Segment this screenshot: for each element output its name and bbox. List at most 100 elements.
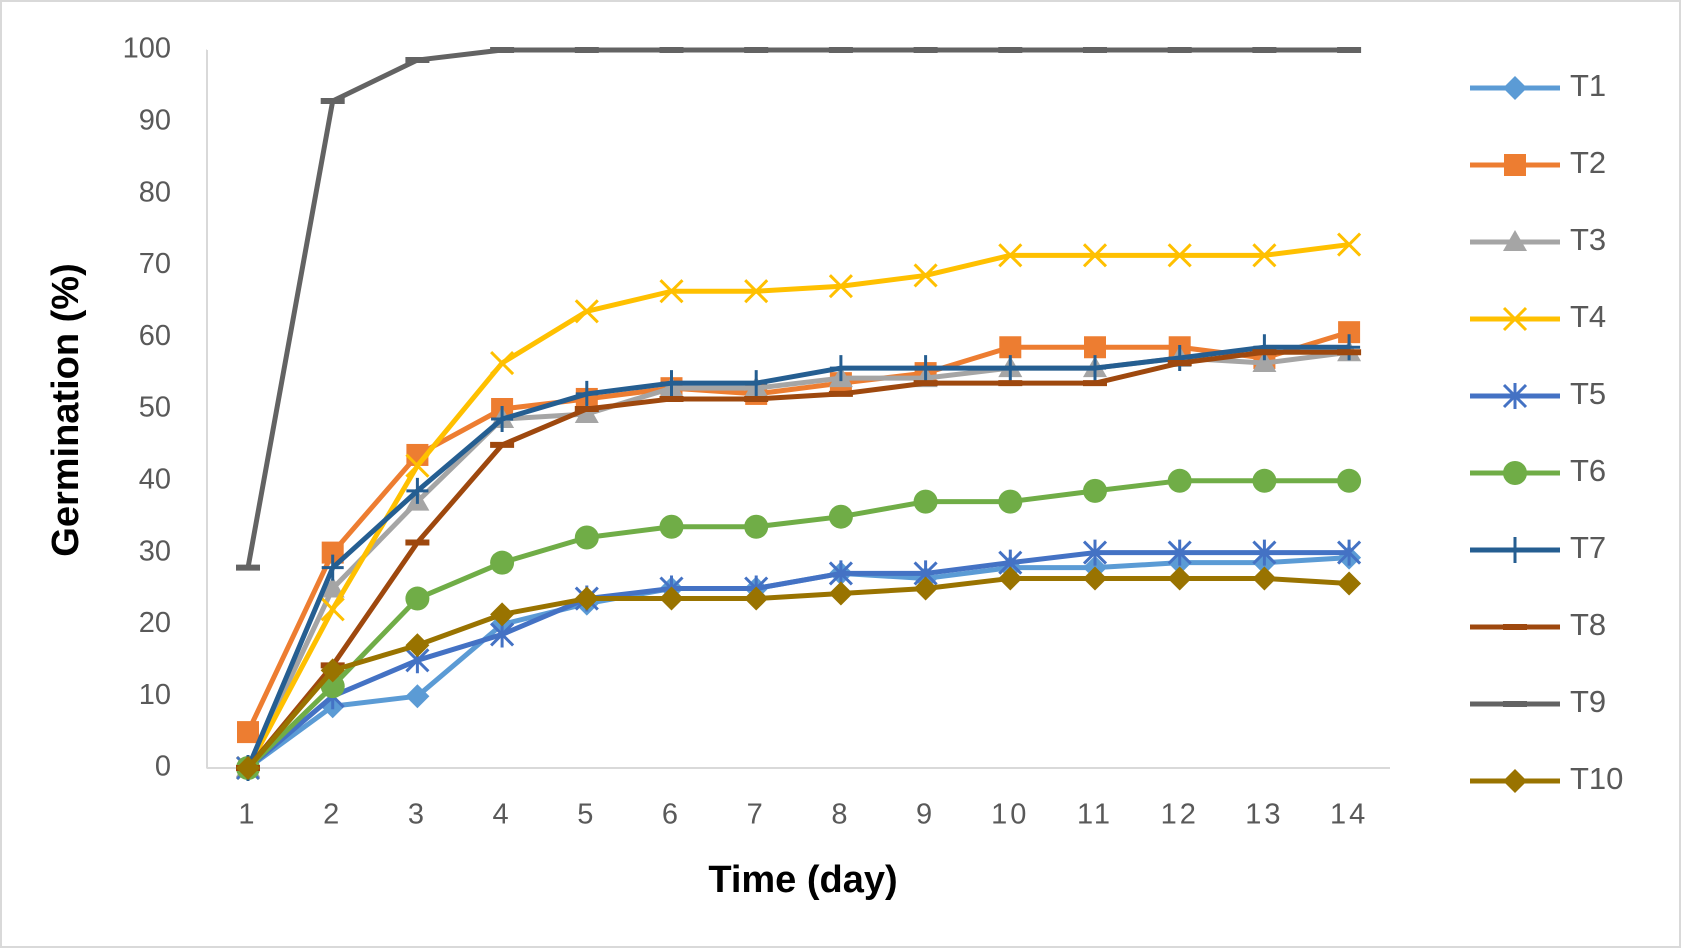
marker — [320, 576, 345, 598]
marker — [744, 279, 769, 304]
marker — [490, 550, 515, 575]
series-line — [246, 478, 1350, 770]
marker — [1337, 232, 1362, 257]
marker — [1167, 539, 1192, 566]
marker — [405, 684, 430, 709]
marker — [1084, 355, 1106, 382]
marker — [1338, 321, 1361, 344]
y-tick-label: 10 — [139, 679, 171, 711]
x-axis-title: Time (day) — [708, 859, 897, 901]
y-tick-label: 70 — [139, 248, 171, 280]
x-tick-label: 8 — [831, 799, 850, 831]
marker — [321, 541, 344, 564]
marker — [999, 355, 1022, 382]
marker — [1168, 345, 1191, 372]
marker — [828, 504, 853, 529]
y-tick-label: 30 — [139, 535, 171, 567]
marker — [1503, 76, 1527, 100]
marker — [1083, 566, 1107, 591]
marker — [913, 263, 938, 288]
y-tick-label: 80 — [139, 176, 171, 208]
marker — [490, 350, 515, 376]
x-tick-label: 10 — [991, 799, 1029, 831]
x-tick-label: 2 — [323, 799, 342, 831]
marker — [1504, 154, 1526, 176]
x-tick-label: 4 — [493, 799, 512, 831]
x-tick-label: 3 — [408, 799, 427, 831]
legend-label: T4 — [1570, 299, 1606, 334]
legend-label: T8 — [1570, 607, 1606, 642]
y-tick-label: 40 — [139, 463, 171, 495]
marker — [1253, 334, 1276, 361]
marker — [914, 355, 937, 382]
legend-label: T10 — [1570, 761, 1623, 796]
y-tick-label: 90 — [139, 104, 171, 136]
marker — [491, 406, 514, 433]
marker — [744, 514, 769, 539]
x-tick-label: 6 — [662, 799, 681, 831]
marker — [1504, 537, 1526, 563]
marker — [998, 566, 1023, 591]
y-tick-label: 50 — [139, 392, 171, 424]
marker — [320, 658, 345, 683]
marker — [1082, 539, 1108, 566]
series-line — [245, 242, 1350, 770]
x-tick-label: 5 — [577, 799, 596, 831]
marker — [659, 279, 684, 304]
marker — [659, 514, 684, 539]
legend-label: T5 — [1570, 376, 1606, 411]
marker — [744, 586, 769, 611]
x-tick-label: 7 — [747, 799, 766, 831]
marker — [1338, 334, 1361, 361]
marker — [405, 453, 430, 478]
series — [235, 232, 1362, 781]
marker — [405, 586, 430, 611]
marker — [575, 380, 598, 407]
series — [237, 334, 1361, 781]
marker — [999, 336, 1022, 359]
marker — [998, 489, 1023, 514]
y-tick-label: 100 — [123, 33, 171, 65]
marker — [321, 554, 344, 581]
x-tick-label: 12 — [1161, 799, 1199, 831]
marker — [828, 581, 853, 606]
marker — [237, 721, 259, 744]
series — [236, 47, 1362, 571]
y-tick-label: 20 — [139, 607, 171, 639]
marker — [406, 477, 429, 504]
marker — [1082, 243, 1108, 268]
marker — [998, 243, 1023, 268]
marker — [236, 756, 260, 780]
x-tick-label: 14 — [1330, 799, 1368, 831]
legend-label: T9 — [1570, 684, 1606, 719]
marker — [574, 586, 599, 611]
legend-label: T6 — [1570, 453, 1606, 488]
series — [236, 468, 1362, 780]
marker — [574, 525, 599, 550]
series-line — [246, 550, 1350, 770]
x-tick-label: 11 — [1077, 799, 1113, 831]
marker — [1337, 468, 1362, 493]
marker — [1084, 336, 1106, 359]
series-line — [245, 344, 1350, 769]
marker — [574, 402, 599, 424]
marker — [1337, 571, 1362, 596]
marker — [1167, 468, 1192, 493]
y-axis-title: Germination (%) — [45, 263, 87, 556]
marker — [320, 597, 345, 622]
marker — [913, 576, 938, 601]
series-line — [246, 349, 1350, 770]
x-tick-label: 9 — [916, 799, 935, 831]
y-tick-label: 0 — [155, 751, 171, 783]
marker — [1502, 306, 1528, 332]
marker — [659, 586, 684, 611]
marker — [1502, 383, 1528, 409]
marker — [1503, 230, 1527, 251]
marker — [828, 274, 853, 299]
x-tick-label: 1 — [238, 799, 257, 831]
legend-label: T2 — [1570, 145, 1606, 180]
marker — [1337, 539, 1362, 566]
marker — [1252, 539, 1277, 566]
